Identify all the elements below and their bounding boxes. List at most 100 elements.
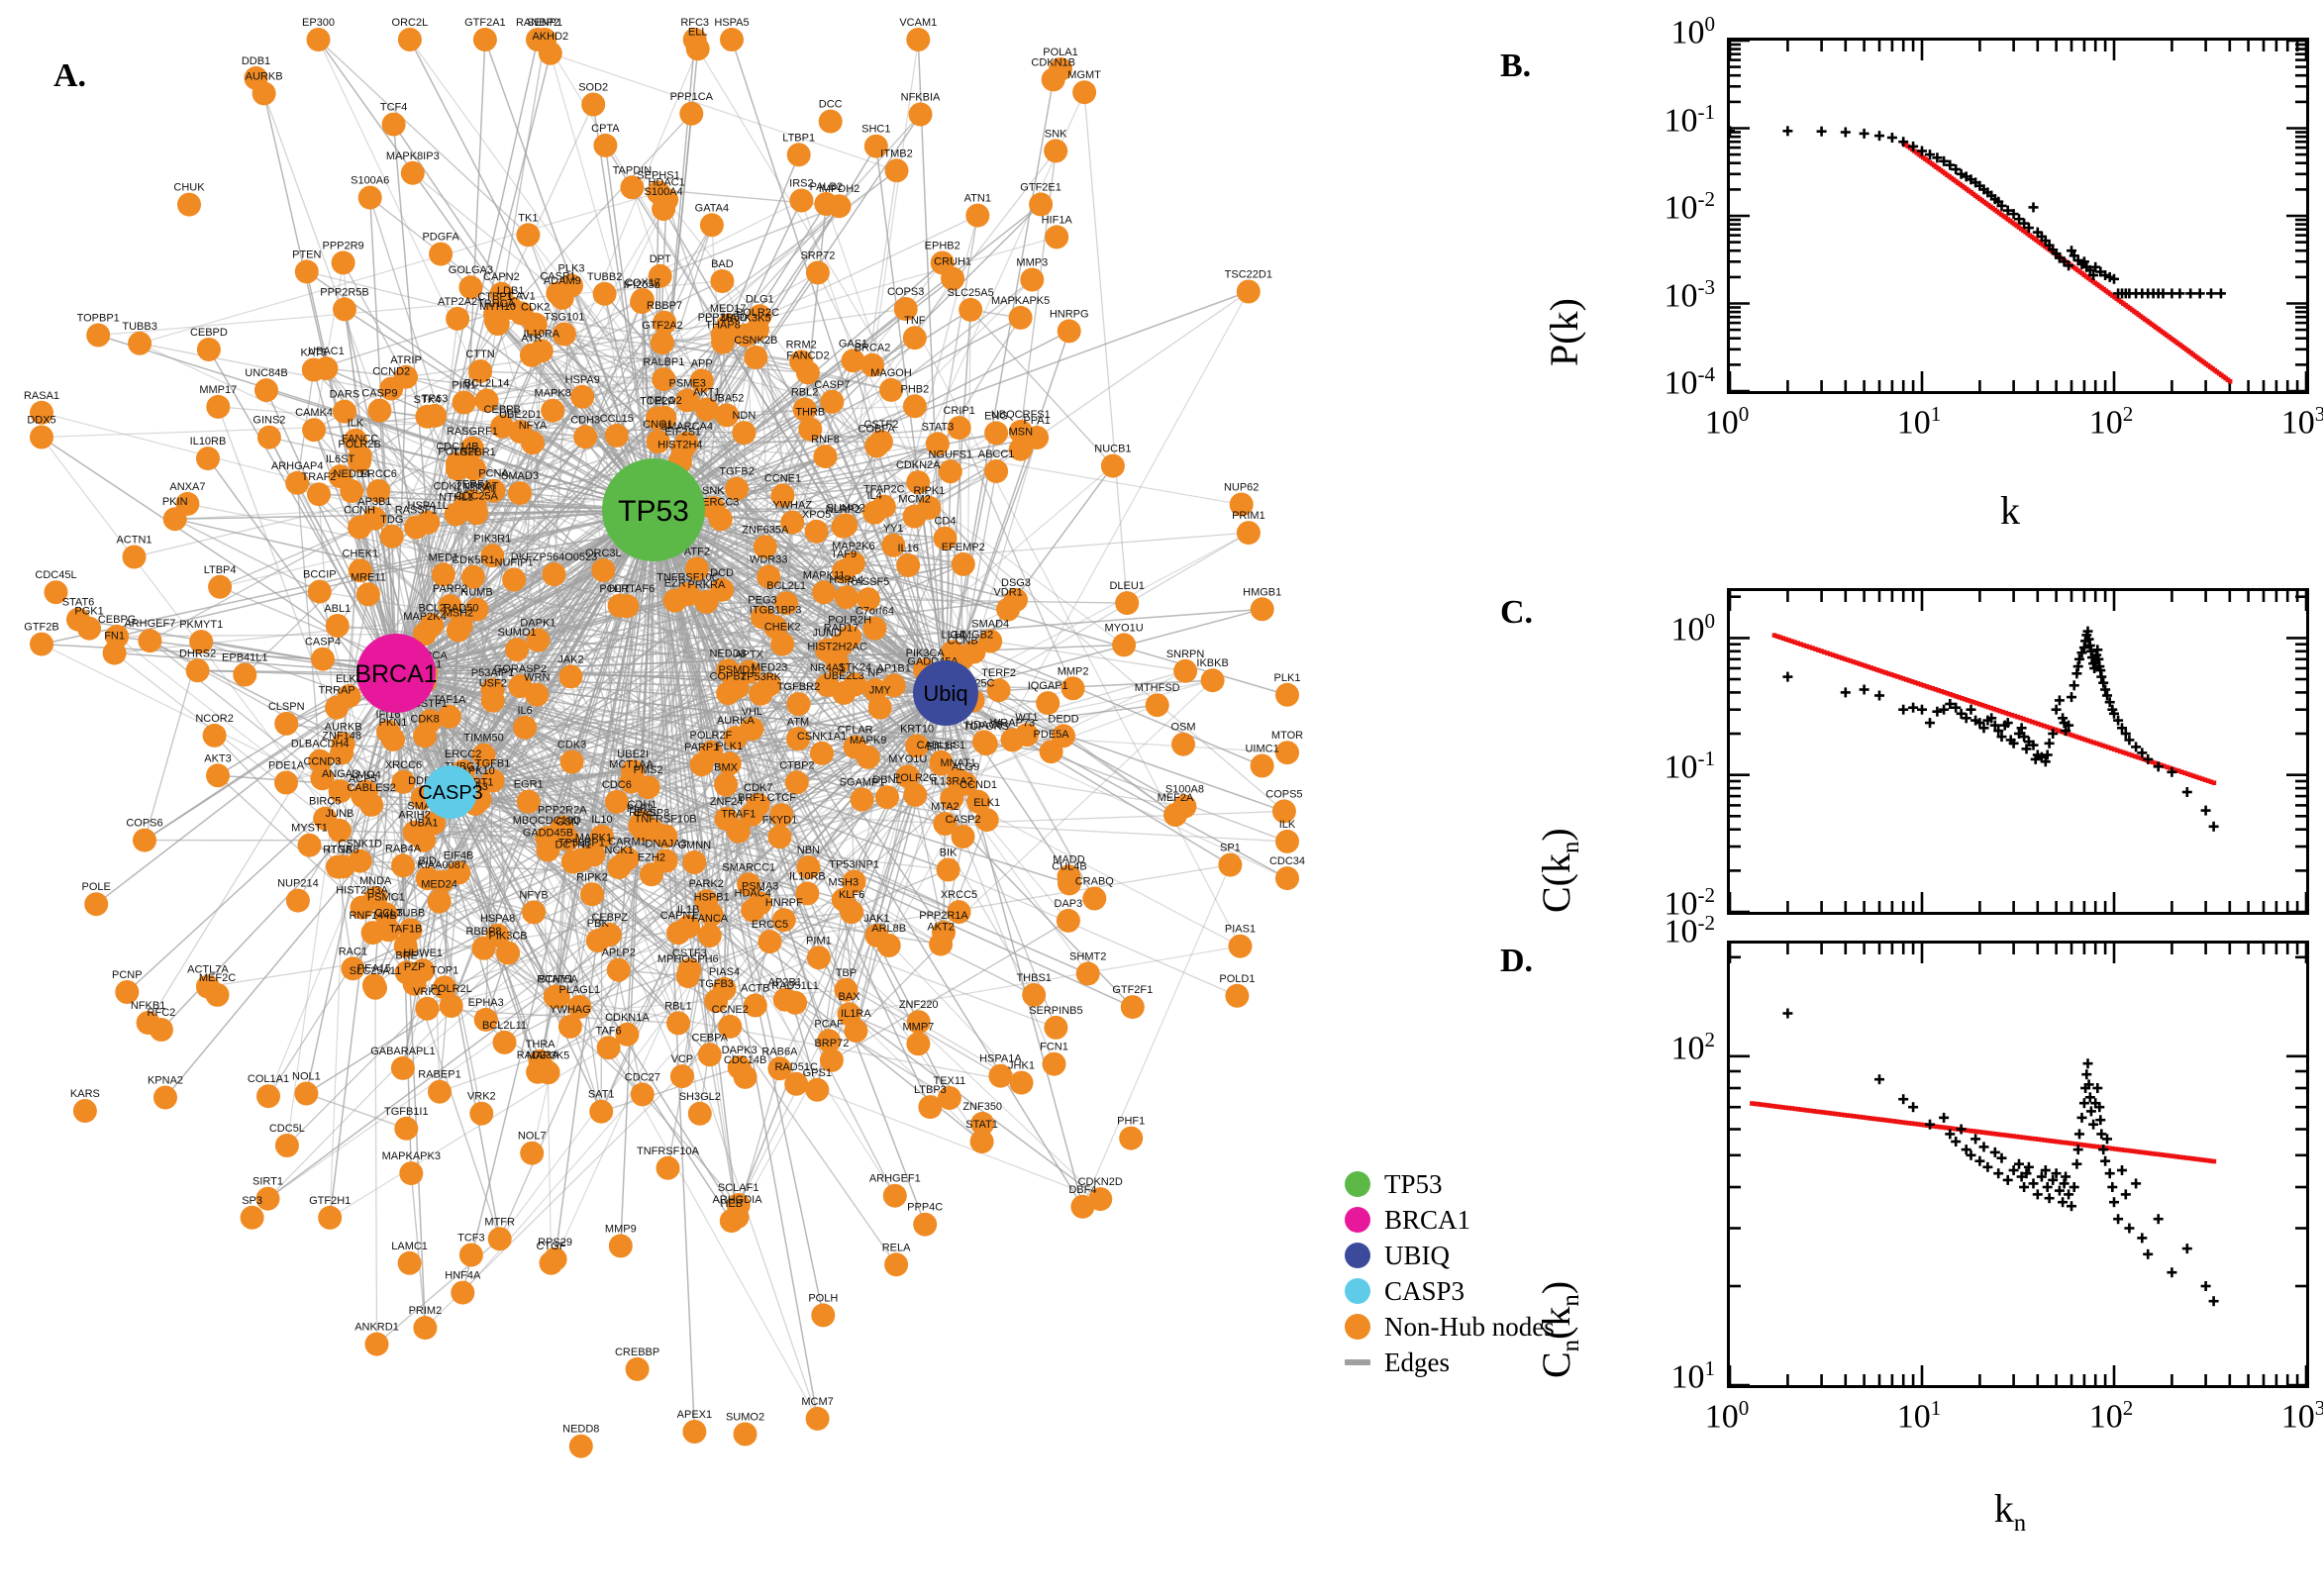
network-node[interactable] <box>757 564 781 589</box>
network-node[interactable] <box>947 416 971 441</box>
network-node[interactable] <box>480 544 505 568</box>
network-node[interactable] <box>472 28 497 51</box>
network-node[interactable] <box>294 259 319 284</box>
network-node[interactable] <box>669 1064 694 1089</box>
network-node[interactable] <box>485 923 510 948</box>
network-node[interactable] <box>604 423 629 448</box>
network-node[interactable] <box>1275 682 1299 707</box>
network-node[interactable] <box>905 734 930 758</box>
network-node[interactable] <box>648 263 672 288</box>
network-node[interactable] <box>1025 426 1050 449</box>
network-node[interactable] <box>831 887 856 912</box>
network-node[interactable] <box>449 613 473 638</box>
network-node[interactable] <box>487 1227 512 1251</box>
network-node[interactable] <box>1029 192 1054 217</box>
network-node[interactable] <box>951 551 975 576</box>
network-node[interactable] <box>427 889 452 914</box>
network-node[interactable] <box>748 891 772 916</box>
network-node[interactable] <box>1036 691 1060 716</box>
network-node[interactable] <box>462 456 487 481</box>
network-node[interactable] <box>337 684 361 709</box>
network-node[interactable] <box>44 580 68 605</box>
network-node[interactable] <box>715 403 739 428</box>
network-node[interactable] <box>654 848 678 873</box>
network-node[interactable] <box>682 850 707 874</box>
network-node[interactable] <box>1171 732 1195 756</box>
network-node[interactable] <box>655 187 679 212</box>
network-node[interactable] <box>580 882 604 907</box>
network-node[interactable] <box>502 567 527 592</box>
network-node[interactable] <box>903 783 928 807</box>
network-node[interactable] <box>771 908 796 933</box>
network-node[interactable] <box>864 434 889 458</box>
network-node[interactable] <box>306 28 331 51</box>
network-node[interactable] <box>471 743 496 767</box>
network-node[interactable] <box>520 1141 545 1165</box>
network-node[interactable] <box>770 632 795 656</box>
network-node[interactable] <box>893 297 918 321</box>
network-node[interactable] <box>341 956 365 981</box>
network-node[interactable] <box>508 674 533 699</box>
network-node[interactable] <box>646 430 670 454</box>
network-node[interactable] <box>557 1014 582 1039</box>
network-node[interactable] <box>390 1055 415 1080</box>
network-node[interactable] <box>862 500 887 525</box>
network-node[interactable] <box>818 109 843 134</box>
network-node[interactable] <box>331 250 355 275</box>
network-node[interactable] <box>438 594 462 619</box>
network-node[interactable] <box>1119 1126 1144 1150</box>
network-node[interactable] <box>1058 871 1081 896</box>
network-node[interactable] <box>744 346 768 369</box>
network-node[interactable] <box>591 557 616 582</box>
network-node[interactable] <box>918 1095 943 1120</box>
network-node[interactable] <box>397 1250 422 1275</box>
network-node[interactable] <box>1008 305 1033 330</box>
network-node[interactable] <box>965 203 990 228</box>
network-node[interactable] <box>558 664 583 689</box>
network-node[interactable] <box>1112 633 1137 657</box>
network-node[interactable] <box>1145 693 1169 718</box>
network-node[interactable] <box>429 242 454 266</box>
network-node[interactable] <box>606 957 631 982</box>
network-node[interactable] <box>1173 658 1198 683</box>
network-node[interactable] <box>666 921 691 946</box>
network-node[interactable] <box>841 550 865 575</box>
network-node[interactable] <box>986 678 1011 703</box>
network-node[interactable] <box>607 855 632 880</box>
network-node[interactable] <box>351 783 375 808</box>
network-node[interactable] <box>774 591 799 616</box>
network-node[interactable] <box>817 1029 842 1053</box>
network-node[interactable] <box>505 638 530 662</box>
network-node[interactable] <box>350 895 374 920</box>
network-node[interactable] <box>947 900 971 925</box>
network-node[interactable] <box>302 418 327 443</box>
network-node[interactable] <box>332 399 356 424</box>
network-node[interactable] <box>699 213 724 238</box>
network-node[interactable] <box>718 1014 743 1039</box>
network-node[interactable] <box>489 281 514 306</box>
network-node[interactable] <box>842 869 866 894</box>
network-node[interactable] <box>1236 521 1261 546</box>
network-node[interactable] <box>936 857 960 882</box>
network-node[interactable] <box>716 658 741 683</box>
network-node[interactable] <box>710 269 735 293</box>
network-node[interactable] <box>689 368 714 393</box>
network-node[interactable] <box>415 404 440 429</box>
network-node[interactable] <box>285 470 310 495</box>
network-node[interactable] <box>1228 934 1253 958</box>
network-node[interactable] <box>185 658 210 683</box>
network-node[interactable] <box>348 558 372 583</box>
network-node[interactable] <box>431 562 455 587</box>
network-node[interactable] <box>413 724 438 748</box>
network-node[interactable] <box>413 622 437 647</box>
network-node[interactable] <box>397 28 422 51</box>
network-node[interactable] <box>607 593 632 618</box>
network-hub-brca1[interactable] <box>356 634 436 713</box>
network-node[interactable] <box>294 1081 319 1106</box>
network-node[interactable] <box>307 579 332 604</box>
network-node[interactable] <box>206 763 230 788</box>
network-node[interactable] <box>541 398 565 423</box>
network-node[interactable] <box>366 478 391 503</box>
network-node[interactable] <box>850 787 874 812</box>
network-node[interactable] <box>1044 1015 1068 1040</box>
